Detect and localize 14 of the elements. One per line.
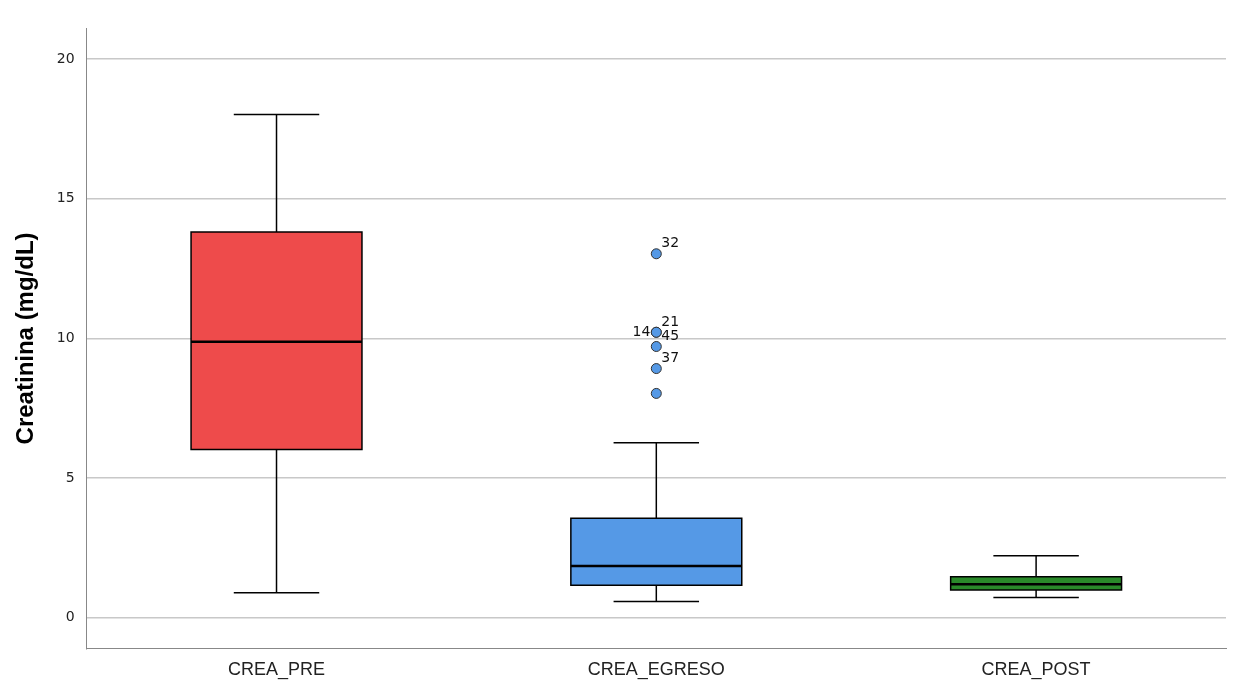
- x-tick-label: CREA_PRE: [228, 659, 326, 681]
- y-tick-label: 5: [65, 468, 75, 485]
- y-tick-label: 10: [56, 329, 75, 346]
- annotation: 32: [661, 234, 680, 251]
- y-tick-label: 0: [65, 608, 75, 625]
- annotation: 45: [661, 327, 680, 344]
- y-tick-label: 15: [56, 189, 75, 206]
- annotation: 14: [632, 322, 651, 339]
- x-tick-label: CREA_POST: [981, 659, 1091, 681]
- y-axis-title: Creatinina (mg/dL): [11, 232, 39, 445]
- y-tick-label: 20: [56, 49, 75, 66]
- annotation: 21: [661, 312, 680, 329]
- x-tick-label: CREA_EGRESO: [587, 659, 725, 681]
- annotation: 37: [661, 349, 680, 366]
